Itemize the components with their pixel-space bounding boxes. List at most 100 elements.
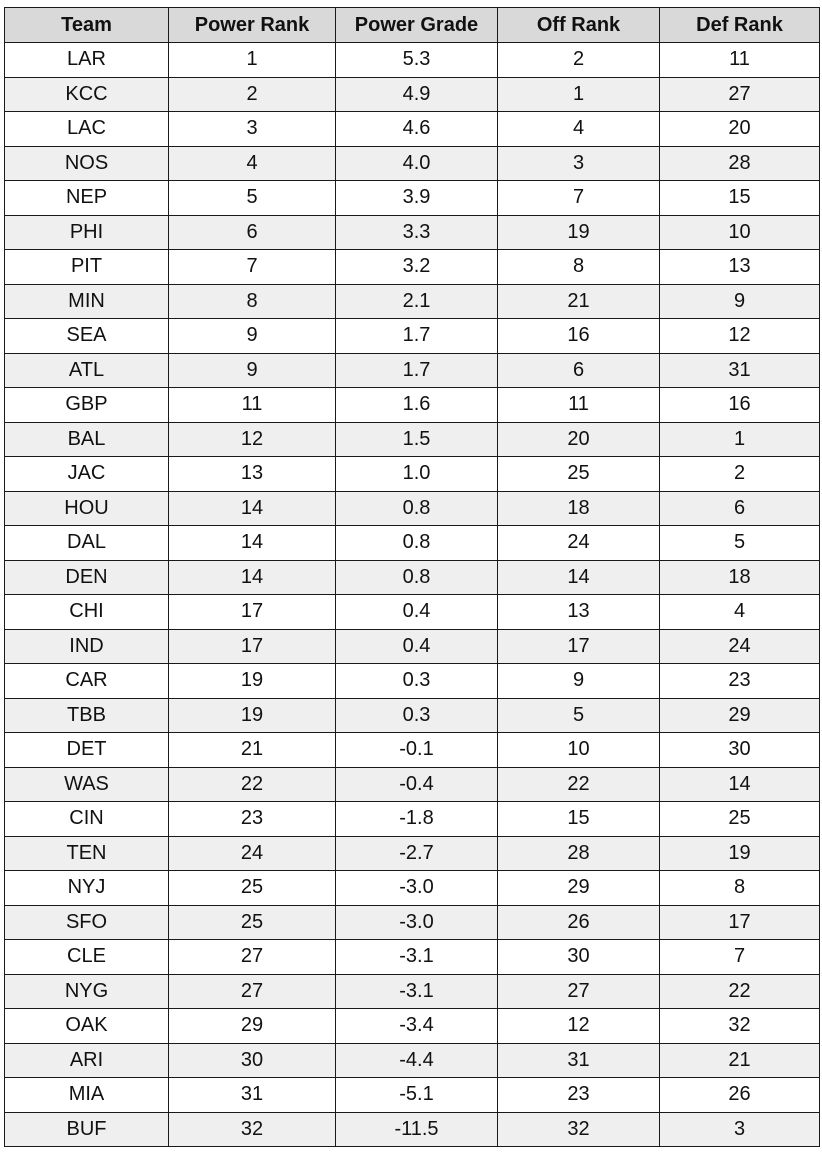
cell-power-rank: 11 [168, 387, 336, 423]
cell-power-rank: 13 [168, 456, 336, 492]
table-row: NYJ 25 -3.0 29 8 [4, 870, 820, 906]
cell-power-rank: 25 [168, 870, 336, 906]
cell-def-rank: 8 [659, 870, 820, 906]
table-row: TBB 19 0.3 5 29 [4, 697, 820, 733]
cell-team: GBP [4, 387, 169, 423]
table-row: NEP 5 3.9 7 15 [4, 180, 820, 216]
table-row: JAC 13 1.0 25 2 [4, 456, 820, 492]
cell-power-rank: 5 [168, 180, 336, 216]
cell-off-rank: 1 [497, 76, 660, 112]
cell-team: CAR [4, 663, 169, 699]
cell-def-rank: 7 [659, 939, 820, 975]
cell-power-rank: 17 [168, 594, 336, 630]
cell-power-rank: 2 [168, 76, 336, 112]
cell-team: CIN [4, 801, 169, 837]
table-row: SEA 9 1.7 16 12 [4, 318, 820, 354]
header-row: Team Power Rank Power Grade Off Rank Def… [4, 7, 820, 43]
cell-power-grade: 0.8 [335, 559, 498, 595]
cell-power-rank: 27 [168, 939, 336, 975]
table-row: CHI 17 0.4 13 4 [4, 594, 820, 630]
cell-power-rank: 7 [168, 249, 336, 285]
cell-off-rank: 29 [497, 870, 660, 906]
cell-off-rank: 8 [497, 249, 660, 285]
cell-power-rank: 31 [168, 1077, 336, 1113]
table-row: WAS 22 -0.4 22 14 [4, 766, 820, 802]
cell-team: LAC [4, 111, 169, 147]
cell-def-rank: 12 [659, 318, 820, 354]
cell-team: DEN [4, 559, 169, 595]
table-header: Team Power Rank Power Grade Off Rank Def… [4, 7, 820, 43]
cell-def-rank: 15 [659, 180, 820, 216]
cell-power-rank: 23 [168, 801, 336, 837]
cell-power-grade: -11.5 [335, 1111, 498, 1147]
cell-def-rank: 21 [659, 1042, 820, 1078]
cell-def-rank: 31 [659, 352, 820, 388]
cell-off-rank: 25 [497, 456, 660, 492]
table-row: TEN 24 -2.7 28 19 [4, 835, 820, 871]
cell-power-rank: 4 [168, 145, 336, 181]
cell-off-rank: 18 [497, 490, 660, 526]
cell-power-rank: 14 [168, 490, 336, 526]
cell-power-grade: 4.9 [335, 76, 498, 112]
cell-def-rank: 29 [659, 697, 820, 733]
table-body: LAR 1 5.3 2 11 KCC 2 4.9 1 27 LAC 3 4.6 4 20 NOS 4 4.0 3 28… [4, 42, 820, 1147]
cell-def-rank: 17 [659, 904, 820, 940]
table-row: LAC 3 4.6 4 20 [4, 111, 820, 147]
cell-def-rank: 16 [659, 387, 820, 423]
cell-power-rank: 9 [168, 318, 336, 354]
cell-power-grade: 1.5 [335, 421, 498, 457]
cell-off-rank: 19 [497, 214, 660, 250]
cell-off-rank: 28 [497, 835, 660, 871]
table-row: NOS 4 4.0 3 28 [4, 145, 820, 181]
cell-off-rank: 20 [497, 421, 660, 457]
cell-power-grade: 1.0 [335, 456, 498, 492]
cell-def-rank: 30 [659, 732, 820, 768]
table-row: MIN 8 2.1 21 9 [4, 283, 820, 319]
header-power-rank: Power Rank [168, 7, 336, 43]
cell-def-rank: 20 [659, 111, 820, 147]
cell-def-rank: 1 [659, 421, 820, 457]
cell-power-rank: 27 [168, 973, 336, 1009]
cell-team: ARI [4, 1042, 169, 1078]
cell-team: SFO [4, 904, 169, 940]
cell-off-rank: 27 [497, 973, 660, 1009]
cell-power-grade: 3.2 [335, 249, 498, 285]
cell-power-grade: 3.3 [335, 214, 498, 250]
table-row: GBP 11 1.6 11 16 [4, 387, 820, 423]
table-row: DEN 14 0.8 14 18 [4, 559, 820, 595]
cell-power-rank: 24 [168, 835, 336, 871]
header-team: Team [4, 7, 169, 43]
cell-def-rank: 11 [659, 42, 820, 78]
table-row: ATL 9 1.7 6 31 [4, 352, 820, 388]
cell-team: TBB [4, 697, 169, 733]
cell-off-rank: 21 [497, 283, 660, 319]
table-row: NYG 27 -3.1 27 22 [4, 973, 820, 1009]
cell-team: NYJ [4, 870, 169, 906]
cell-power-rank: 19 [168, 697, 336, 733]
header-def-rank: Def Rank [659, 7, 820, 43]
cell-off-rank: 7 [497, 180, 660, 216]
cell-team: SEA [4, 318, 169, 354]
cell-def-rank: 6 [659, 490, 820, 526]
cell-team: LAR [4, 42, 169, 78]
table-row: OAK 29 -3.4 12 32 [4, 1008, 820, 1044]
cell-def-rank: 18 [659, 559, 820, 595]
cell-power-grade: 0.4 [335, 594, 498, 630]
cell-off-rank: 22 [497, 766, 660, 802]
cell-power-grade: -3.0 [335, 870, 498, 906]
cell-power-rank: 25 [168, 904, 336, 940]
cell-def-rank: 22 [659, 973, 820, 1009]
cell-off-rank: 12 [497, 1008, 660, 1044]
cell-team: BAL [4, 421, 169, 457]
cell-off-rank: 5 [497, 697, 660, 733]
cell-power-rank: 30 [168, 1042, 336, 1078]
cell-def-rank: 3 [659, 1111, 820, 1147]
cell-team: CLE [4, 939, 169, 975]
cell-team: MIN [4, 283, 169, 319]
cell-def-rank: 5 [659, 525, 820, 561]
table-row: DET 21 -0.1 10 30 [4, 732, 820, 768]
cell-off-rank: 10 [497, 732, 660, 768]
cell-def-rank: 14 [659, 766, 820, 802]
header-power-grade: Power Grade [335, 7, 498, 43]
cell-team: OAK [4, 1008, 169, 1044]
